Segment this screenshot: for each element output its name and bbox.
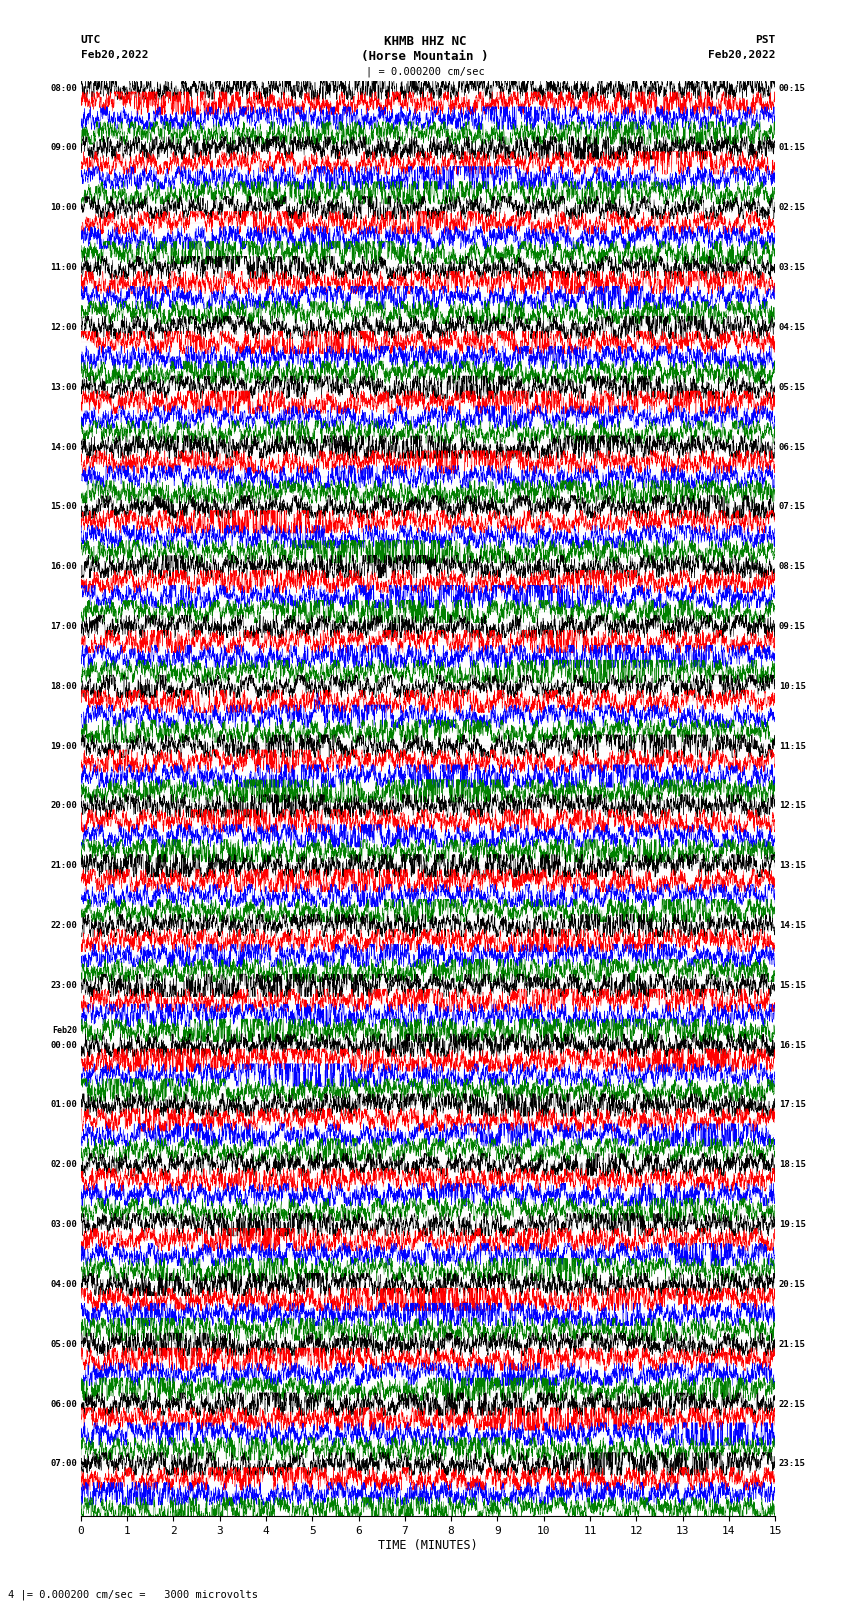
Text: 15:15: 15:15	[779, 981, 806, 990]
Text: 09:15: 09:15	[779, 623, 806, 631]
Text: 22:00: 22:00	[50, 921, 77, 931]
Text: 16:00: 16:00	[50, 563, 77, 571]
Text: 14:15: 14:15	[779, 921, 806, 931]
Text: 17:00: 17:00	[50, 623, 77, 631]
Text: 07:00: 07:00	[50, 1460, 77, 1468]
Text: 08:15: 08:15	[779, 563, 806, 571]
Text: 23:00: 23:00	[50, 981, 77, 990]
Text: 19:15: 19:15	[779, 1219, 806, 1229]
Text: 14:00: 14:00	[50, 442, 77, 452]
Text: 05:15: 05:15	[779, 382, 806, 392]
Text: 13:00: 13:00	[50, 382, 77, 392]
Text: 19:00: 19:00	[50, 742, 77, 750]
Text: Feb20: Feb20	[53, 1026, 77, 1034]
Text: 15:00: 15:00	[50, 502, 77, 511]
Text: 18:00: 18:00	[50, 682, 77, 690]
Text: 18:15: 18:15	[779, 1160, 806, 1169]
Text: 20:15: 20:15	[779, 1281, 806, 1289]
Text: 21:15: 21:15	[779, 1340, 806, 1348]
Text: 11:15: 11:15	[779, 742, 806, 750]
Text: 11:00: 11:00	[50, 263, 77, 273]
Text: 01:15: 01:15	[779, 144, 806, 153]
Text: Feb20,2022: Feb20,2022	[708, 50, 775, 60]
Text: 02:15: 02:15	[779, 203, 806, 213]
Text: 13:15: 13:15	[779, 861, 806, 871]
Text: 01:00: 01:00	[50, 1100, 77, 1110]
Text: 4 |= 0.000200 cm/sec =   3000 microvolts: 4 |= 0.000200 cm/sec = 3000 microvolts	[8, 1589, 258, 1600]
Text: Feb20,2022: Feb20,2022	[81, 50, 148, 60]
Text: 16:15: 16:15	[779, 1040, 806, 1050]
Text: 00:00: 00:00	[50, 1040, 77, 1050]
Text: 21:00: 21:00	[50, 861, 77, 871]
Text: UTC: UTC	[81, 35, 101, 45]
Text: | = 0.000200 cm/sec: | = 0.000200 cm/sec	[366, 66, 484, 77]
Text: 07:15: 07:15	[779, 502, 806, 511]
Text: KHMB HHZ NC: KHMB HHZ NC	[383, 35, 467, 48]
Text: 20:00: 20:00	[50, 802, 77, 810]
Text: 10:15: 10:15	[779, 682, 806, 690]
Text: 03:00: 03:00	[50, 1219, 77, 1229]
Text: 06:15: 06:15	[779, 442, 806, 452]
Text: 04:00: 04:00	[50, 1281, 77, 1289]
Text: 00:15: 00:15	[779, 84, 806, 92]
Text: 03:15: 03:15	[779, 263, 806, 273]
Text: 10:00: 10:00	[50, 203, 77, 213]
Text: 02:00: 02:00	[50, 1160, 77, 1169]
Text: 08:00: 08:00	[50, 84, 77, 92]
Text: 06:00: 06:00	[50, 1400, 77, 1408]
Text: 17:15: 17:15	[779, 1100, 806, 1110]
Text: PST: PST	[755, 35, 775, 45]
X-axis label: TIME (MINUTES): TIME (MINUTES)	[378, 1539, 478, 1552]
Text: 12:00: 12:00	[50, 323, 77, 332]
Text: 09:00: 09:00	[50, 144, 77, 153]
Text: 04:15: 04:15	[779, 323, 806, 332]
Text: (Horse Mountain ): (Horse Mountain )	[361, 50, 489, 63]
Text: 12:15: 12:15	[779, 802, 806, 810]
Text: 23:15: 23:15	[779, 1460, 806, 1468]
Text: 05:00: 05:00	[50, 1340, 77, 1348]
Text: 22:15: 22:15	[779, 1400, 806, 1408]
